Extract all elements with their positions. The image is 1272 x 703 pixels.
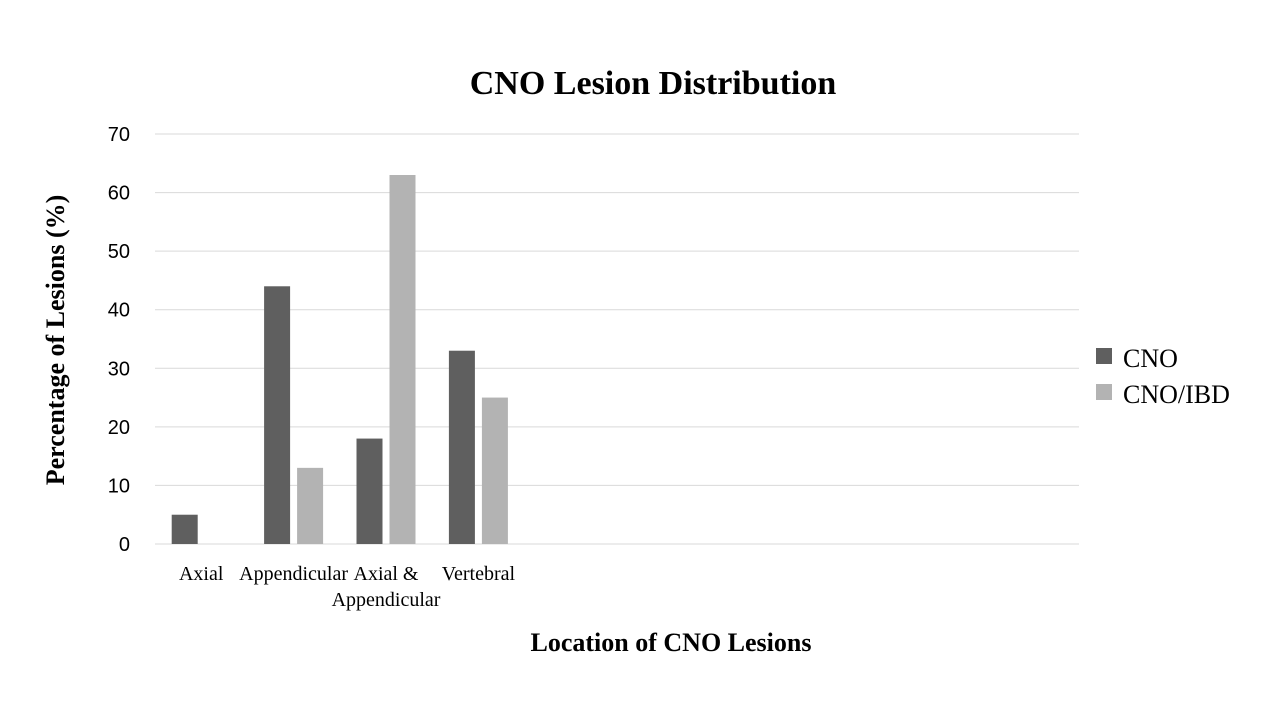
- y-tick-label: 0: [119, 534, 130, 556]
- bar-cno-2: [356, 438, 383, 544]
- x-tick-label: Axial: [179, 563, 224, 585]
- x-tick-label: Axial &: [354, 563, 419, 585]
- legend-swatch-1: [1096, 384, 1112, 400]
- bar-cno-1: [264, 286, 291, 544]
- y-tick-label: 30: [108, 358, 130, 380]
- gridlines: [155, 133, 1079, 545]
- x-tick-label: Vertebral: [442, 563, 516, 585]
- legend-swatch-0: [1096, 348, 1112, 364]
- x-axis-title: Location of CNO Lesions: [531, 628, 812, 657]
- bar-cno-3: [448, 350, 475, 544]
- y-tick-label: 70: [108, 124, 130, 146]
- y-tick-label: 60: [108, 183, 130, 205]
- bar-cno-ibd-1: [297, 467, 324, 544]
- legend: CNO CNO/IBD: [1096, 344, 1230, 409]
- bar-cno-ibd-2: [389, 175, 416, 544]
- chart-title: CNO Lesion Distribution: [470, 65, 837, 102]
- bar-cno-ibd-3: [481, 397, 508, 544]
- y-axis-title: Percentage of Lesions (%): [41, 195, 70, 486]
- y-axis-ticks: 0 10 20 30 40 50 60 70: [108, 124, 130, 556]
- y-tick-label: 50: [108, 241, 130, 263]
- bar-cno-0: [171, 514, 198, 544]
- y-tick-label: 40: [108, 300, 130, 322]
- y-tick-label: 20: [108, 417, 130, 439]
- x-tick-label: Appendicular: [332, 589, 441, 611]
- legend-label-1: CNO/IBD: [1123, 380, 1230, 409]
- y-tick-label: 10: [108, 475, 130, 497]
- x-axis-ticks: Axial Appendicular Axial &AppendicularVert…: [179, 563, 516, 611]
- bars: [171, 175, 508, 544]
- x-tick-label: Appendicular: [239, 563, 348, 585]
- legend-label-0: CNO: [1123, 344, 1178, 373]
